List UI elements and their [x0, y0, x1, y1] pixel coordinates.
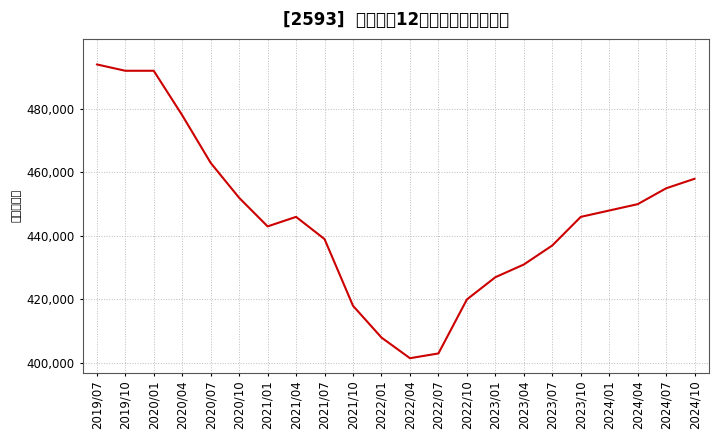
Y-axis label: （百万円）: （百万円）	[11, 189, 21, 222]
Title: [2593]  売上高の12か月移動合計の推移: [2593] 売上高の12か月移動合計の推移	[283, 11, 509, 29]
